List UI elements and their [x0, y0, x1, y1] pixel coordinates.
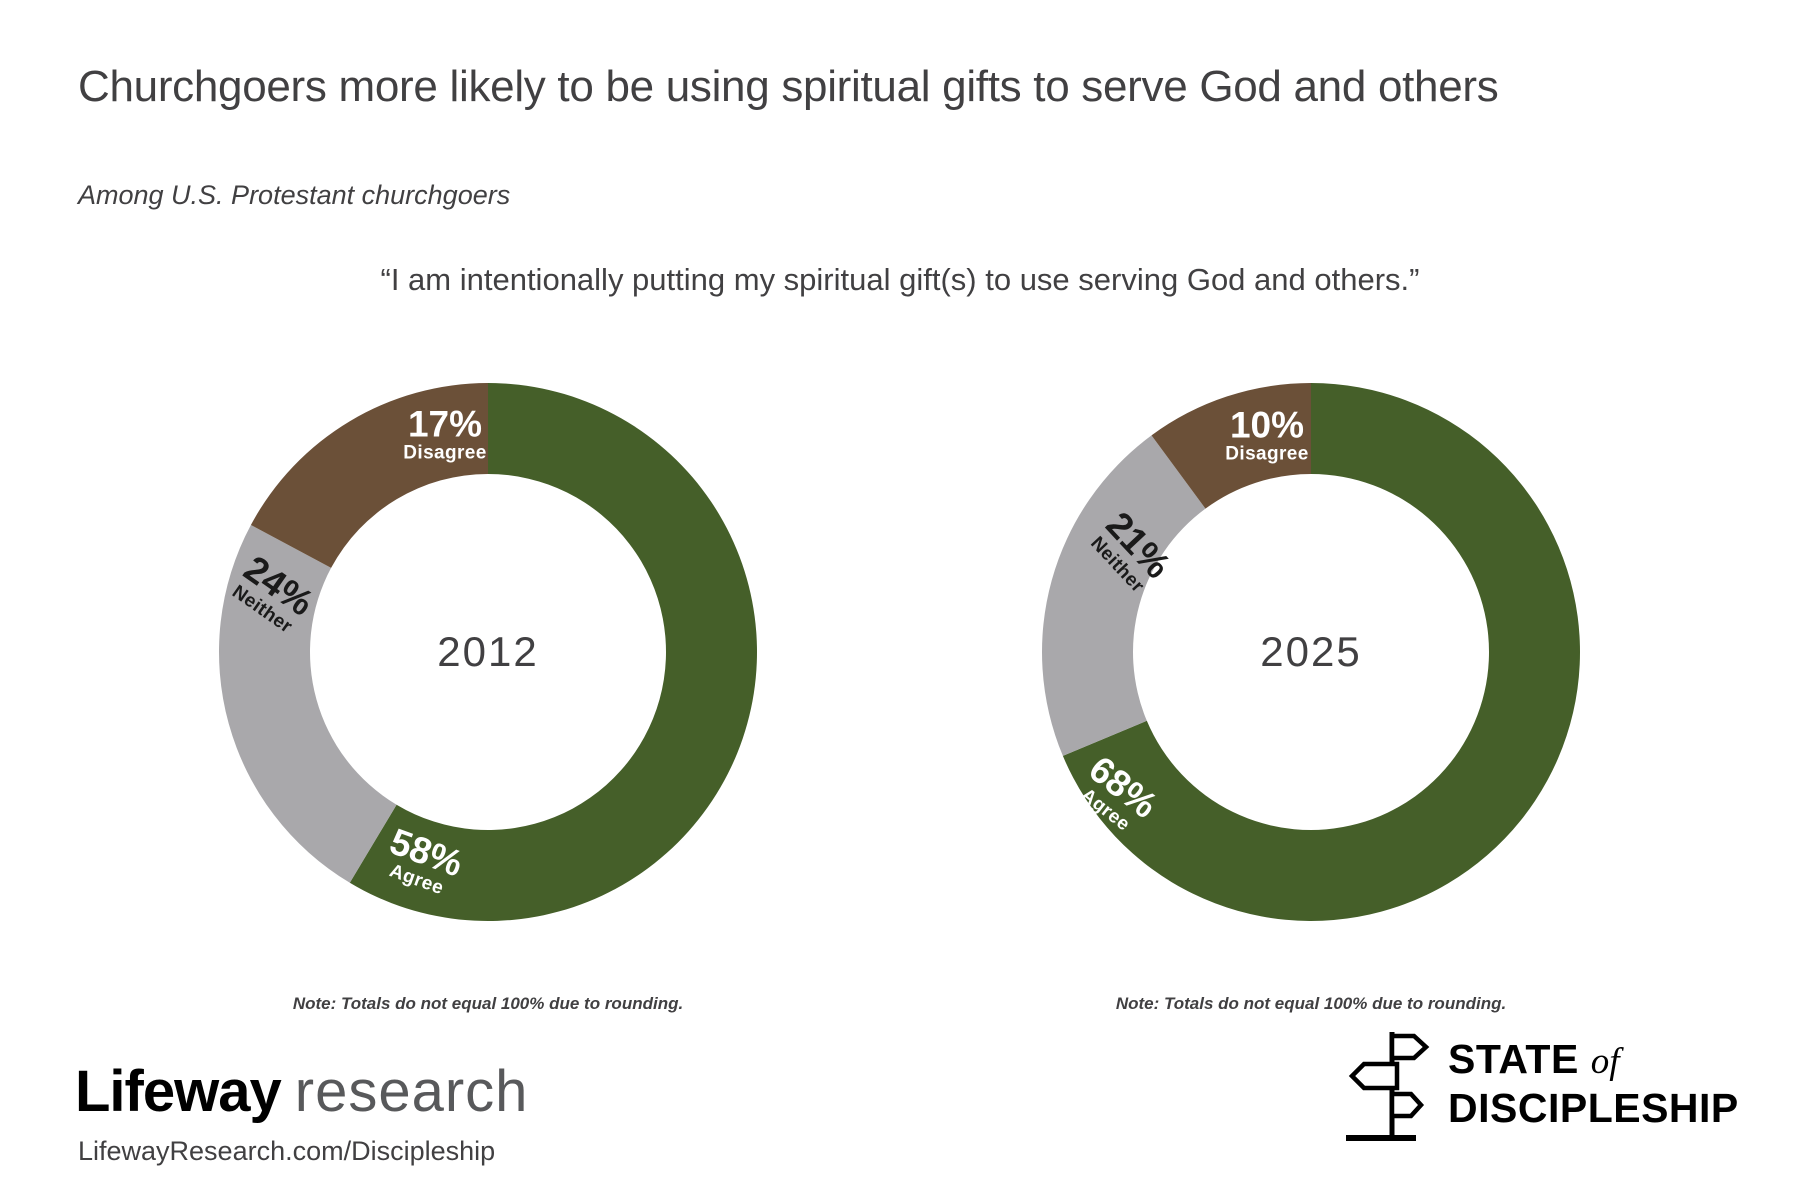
brand-url: LifewayResearch.com/Discipleship: [78, 1136, 496, 1166]
slice-neither-2012: [219, 524, 397, 883]
year-label-2025: 2025: [1260, 628, 1362, 675]
slice-percent: 17%: [407, 403, 483, 445]
state-of-discipleship-logo: STATE of DISCIPLESHIP: [1342, 1026, 1739, 1144]
donut-svg-2025: [1042, 383, 1580, 922]
donut-svg-2012: [219, 383, 758, 921]
slice-agree-2025: [1062, 383, 1580, 922]
chart-note-2012: Note: Totals do not equal 100% due to ro…: [292, 994, 684, 1013]
slice-label-disagree-2025: 10% Disagree: [1225, 406, 1308, 463]
logo-of: of: [1590, 1041, 1620, 1082]
lifeway-research-logo: Lifeway research: [75, 1058, 528, 1125]
year-label-2012: 2012: [437, 628, 539, 675]
survey-quote: “I am intentionally putting my spiritual…: [380, 262, 1420, 297]
page-subtitle: Among U.S. Protestant churchgoers: [78, 180, 511, 210]
research-wordmark: research: [294, 1059, 529, 1124]
slice-disagree-2025: [1151, 383, 1311, 509]
slice-disagree-2012: [250, 383, 488, 568]
lifeway-wordmark: Lifeway: [75, 1059, 282, 1124]
slice-percent: 10%: [1229, 404, 1305, 446]
logo-state: STATE: [1448, 1036, 1579, 1082]
state-of-discipleship-text: STATE of DISCIPLESHIP: [1448, 1036, 1739, 1131]
donut-chart-2025: [1031, 372, 1591, 932]
slice-category: Disagree: [403, 442, 487, 464]
page-title: Churchgoers more likely to be using spir…: [78, 62, 1499, 111]
logo-discipleship: DISCIPLESHIP: [1448, 1085, 1739, 1131]
slice-agree-2012: [349, 383, 758, 921]
chart-note-2025: Note: Totals do not equal 100% due to ro…: [1115, 994, 1507, 1013]
slice-category: Disagree: [1225, 443, 1309, 465]
slice-label-disagree-2012: 17% Disagree: [403, 405, 486, 462]
donut-chart-2012: [208, 372, 768, 932]
slice-neither-2025: [1042, 435, 1206, 756]
signpost-icon: [1346, 1032, 1430, 1141]
